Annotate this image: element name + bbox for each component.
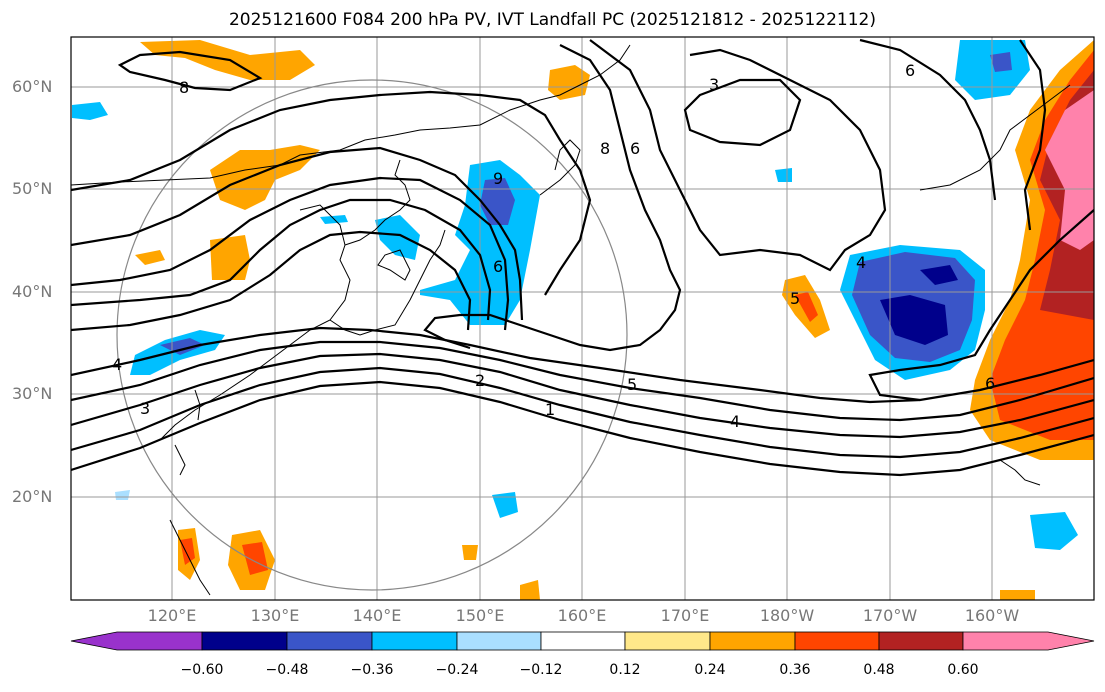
contour-label: 6 bbox=[985, 374, 995, 393]
colorbar-tick-label: −0.60 bbox=[180, 662, 224, 678]
colorbar-cell bbox=[70, 631, 203, 651]
colorbar-tick-label: −0.12 bbox=[519, 662, 563, 678]
colorbar-cell bbox=[201, 631, 288, 651]
lat-label: 60°N bbox=[12, 77, 53, 96]
colorbar-tick-label: 0.36 bbox=[779, 662, 811, 678]
colorbar-cell bbox=[962, 631, 1095, 651]
lat-label: 20°N bbox=[12, 487, 53, 506]
colorbar-tick-label: 0.48 bbox=[863, 662, 895, 678]
contour-label: 5 bbox=[790, 289, 800, 308]
colorbar-cell bbox=[286, 631, 373, 651]
lon-label: 130°E bbox=[250, 606, 300, 625]
contour-label: 6 bbox=[493, 257, 503, 276]
pv-contours bbox=[71, 38, 1094, 477]
contour-label: 2 bbox=[475, 371, 485, 390]
lon-label: 170°E bbox=[660, 606, 710, 625]
contour-label: 4 bbox=[112, 355, 122, 374]
colorbar-tick-label: −0.24 bbox=[435, 662, 479, 678]
colorbar-cell bbox=[709, 631, 796, 651]
contour-label-group: 8 3 6 8 9 6 4 3 2 5 1 4 4 5 6 6 bbox=[112, 61, 995, 431]
lon-label: 170°W bbox=[862, 606, 918, 625]
colorbar-cell bbox=[540, 631, 626, 651]
landfall-radius-circle bbox=[116, 79, 628, 591]
colorbar-tick-label: 0.60 bbox=[947, 662, 979, 678]
colorbar-cell bbox=[624, 631, 711, 651]
contour-label: 5 bbox=[627, 375, 637, 394]
contour-label: 4 bbox=[730, 412, 740, 431]
map-title: 2025121600 F084 200 hPa PV, IVT Landfall… bbox=[228, 10, 876, 30]
lon-label: 160°W bbox=[964, 606, 1020, 625]
colorbar-cell bbox=[371, 631, 458, 651]
contour-label: 4 bbox=[856, 253, 866, 272]
colorbar-tick-label: 0.24 bbox=[694, 662, 726, 678]
shading-layer bbox=[72, 40, 1094, 600]
contour-label: 9 bbox=[493, 169, 503, 188]
lon-label: 160°E bbox=[557, 606, 607, 625]
graticule bbox=[71, 37, 1094, 600]
colorbar-cell bbox=[794, 631, 880, 651]
lat-label: 50°N bbox=[12, 179, 53, 198]
lon-label: 180°W bbox=[759, 606, 815, 625]
colorbar-tick-label: 0.12 bbox=[609, 662, 641, 678]
colorbar-tick-label: −0.36 bbox=[350, 662, 394, 678]
map-frame bbox=[70, 36, 1095, 601]
lon-label: 120°E bbox=[147, 606, 197, 625]
colorbar-cell bbox=[878, 631, 964, 651]
contour-label: 3 bbox=[709, 75, 719, 94]
colorbar-tick-label: −0.48 bbox=[265, 662, 309, 678]
contour-label: 6 bbox=[630, 139, 640, 158]
contour-label: 3 bbox=[140, 399, 150, 418]
lat-label: 30°N bbox=[12, 384, 53, 403]
lat-label: 40°N bbox=[12, 282, 53, 301]
contour-label: 6 bbox=[905, 61, 915, 80]
contour-label: 8 bbox=[179, 78, 189, 97]
contour-label: 1 bbox=[545, 400, 555, 419]
colorbar-cell bbox=[456, 631, 542, 651]
contour-label: 8 bbox=[600, 139, 610, 158]
colorbar bbox=[70, 631, 1095, 651]
lon-label: 150°E bbox=[455, 606, 505, 625]
lon-label: 140°E bbox=[352, 606, 402, 625]
